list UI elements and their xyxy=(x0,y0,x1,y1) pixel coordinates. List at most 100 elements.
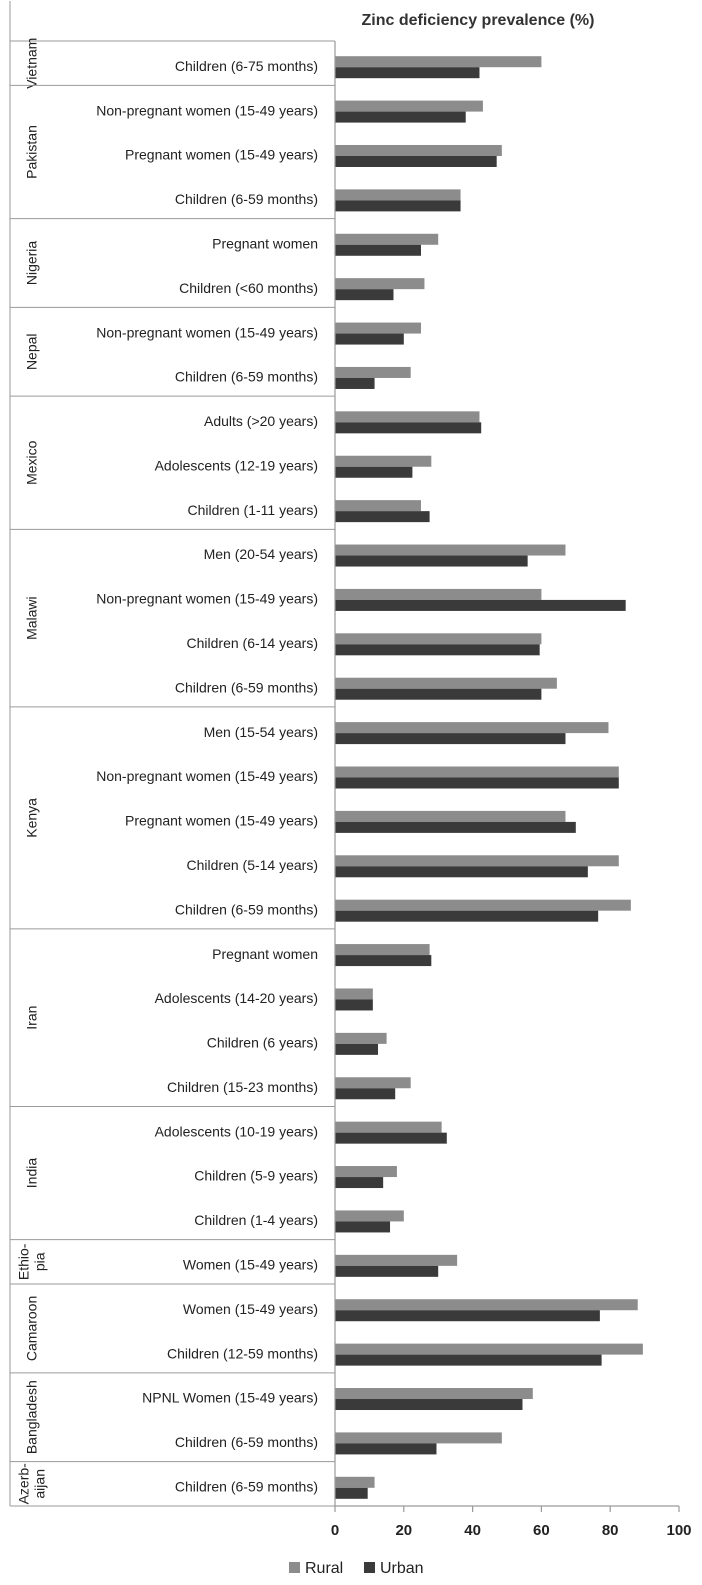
bar-rural xyxy=(335,366,411,378)
bar-rural xyxy=(335,1032,387,1044)
bar-urban xyxy=(335,555,528,567)
country-label: Bangladesh xyxy=(24,1380,40,1454)
bar-urban xyxy=(335,1088,396,1100)
bar-urban xyxy=(335,1487,368,1499)
bar-urban xyxy=(335,866,588,878)
bar-rural xyxy=(335,855,619,867)
country-label: India xyxy=(24,1158,40,1189)
country-label: Ethio- xyxy=(16,1243,32,1280)
bar-rural xyxy=(335,1432,502,1444)
bar-urban xyxy=(335,377,375,389)
bar-rural xyxy=(335,455,432,467)
bar-urban xyxy=(335,1354,602,1366)
category-label: Children (6-14 years) xyxy=(187,635,319,651)
category-label: Children (6-59 months) xyxy=(175,191,318,207)
country-label: Camaroon xyxy=(24,1296,40,1361)
bar-rural xyxy=(335,1388,533,1400)
category-label: Adolescents (12-19 years) xyxy=(155,457,318,473)
bar-urban xyxy=(335,466,413,478)
bar-rural xyxy=(335,677,557,689)
category-label: Men (15-54 years) xyxy=(204,724,318,740)
category-label: Children (5-9 years) xyxy=(194,1168,318,1184)
country-label: Nepal xyxy=(24,333,40,370)
x-tick-label: 0 xyxy=(331,1522,339,1539)
category-label: Adolescents (10-19 years) xyxy=(155,1123,318,1139)
bar-urban xyxy=(335,999,373,1011)
category-label: Adults (>20 years) xyxy=(204,413,318,429)
country-label: Kenya xyxy=(24,798,40,838)
legend-label-urban: Urban xyxy=(380,1560,424,1577)
country-label: Malawi xyxy=(24,596,40,640)
country-label: Vietnam xyxy=(24,38,40,89)
bar-urban xyxy=(335,1310,600,1322)
category-label: Non-pregnant women (15-49 years) xyxy=(96,768,318,784)
bar-rural xyxy=(335,233,439,245)
category-label: Children (6-59 months) xyxy=(175,901,318,917)
bar-urban xyxy=(335,733,566,745)
category-label: Pregnant women xyxy=(212,946,318,962)
country-label: Pakistan xyxy=(24,125,40,179)
bar-urban xyxy=(335,511,430,523)
category-label: Men (20-54 years) xyxy=(204,546,318,562)
country-label: aijan xyxy=(32,1469,48,1499)
category-label: Pregnant women (15-49 years) xyxy=(125,813,318,829)
bar-urban xyxy=(335,955,432,967)
bar-urban xyxy=(335,1265,439,1277)
bar-rural xyxy=(335,1343,643,1355)
category-label: Women (15-49 years) xyxy=(183,1257,318,1273)
bar-rural xyxy=(335,766,619,778)
category-label: Children (1-4 years) xyxy=(194,1212,318,1228)
bar-rural xyxy=(335,722,609,734)
bar-urban xyxy=(335,244,421,256)
category-label: Children (6-59 months) xyxy=(175,679,318,695)
bar-rural xyxy=(335,189,461,201)
bar-rural xyxy=(335,544,566,556)
category-label: NPNL Women (15-49 years) xyxy=(142,1390,318,1406)
category-label: Non-pregnant women (15-49 years) xyxy=(96,591,318,607)
category-label: Non-pregnant women (15-49 years) xyxy=(96,324,318,340)
category-label: Children (1-11 years) xyxy=(188,502,318,518)
bar-rural xyxy=(335,810,566,822)
bar-rural xyxy=(335,100,483,112)
bar-urban xyxy=(335,200,461,212)
category-label: Adolescents (14-20 years) xyxy=(155,990,318,1006)
bar-urban xyxy=(335,333,404,345)
chart-title: Zinc deficiency prevalence (%) xyxy=(362,12,595,29)
country-label: Mexico xyxy=(24,440,40,485)
bar-rural xyxy=(335,322,421,334)
bar-rural xyxy=(335,1166,397,1178)
category-label: Children (6 years) xyxy=(207,1035,318,1051)
bar-urban xyxy=(335,1443,437,1455)
bar-urban xyxy=(335,155,497,167)
bar-rural xyxy=(335,500,421,512)
bar-urban xyxy=(335,1399,523,1411)
bar-urban xyxy=(335,111,466,123)
bar-urban xyxy=(335,599,626,611)
plot-area: Vietnam Children (6-75 months) Pakistan Non… xyxy=(9,1,692,1577)
country-label: Azerb- xyxy=(16,1463,32,1505)
bar-rural xyxy=(335,411,480,423)
bar-rural xyxy=(335,588,542,600)
x-tick-label: 40 xyxy=(464,1522,481,1539)
bar-urban xyxy=(335,422,482,434)
category-label: Children (6-75 months) xyxy=(175,58,318,74)
x-tick-label: 20 xyxy=(395,1522,412,1539)
bar-urban xyxy=(335,644,540,656)
category-label: Non-pregnant women (15-49 years) xyxy=(96,102,318,118)
bar-urban xyxy=(335,777,619,789)
bar-urban xyxy=(335,1177,384,1189)
bar-rural xyxy=(335,144,502,156)
category-label: Women (15-49 years) xyxy=(183,1301,318,1317)
legend-swatch-rural xyxy=(289,1562,300,1573)
bar-rural xyxy=(335,1121,442,1133)
bar-rural xyxy=(335,56,542,68)
category-label: Children (6-59 months) xyxy=(175,1479,318,1495)
bar-urban xyxy=(335,1043,378,1055)
bar-rural xyxy=(335,899,631,911)
country-label: Nigeria xyxy=(24,241,40,286)
bar-rural xyxy=(335,944,430,956)
bar-urban xyxy=(335,289,394,301)
bar-urban xyxy=(335,67,480,79)
x-tick-label: 80 xyxy=(602,1522,619,1539)
